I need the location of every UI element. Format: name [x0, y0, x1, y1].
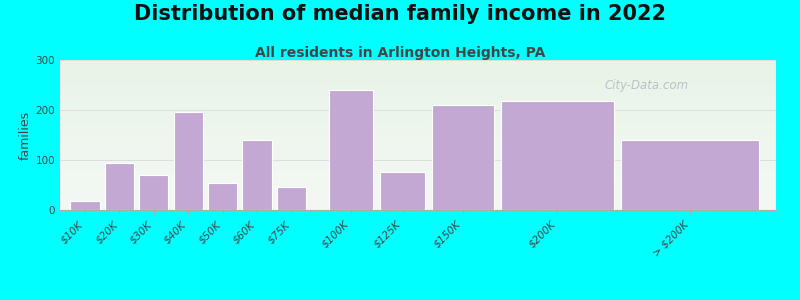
- Bar: [621, 140, 758, 210]
- Y-axis label: families: families: [18, 110, 31, 160]
- Bar: [105, 163, 134, 210]
- Bar: [242, 140, 272, 210]
- Text: All residents in Arlington Heights, PA: All residents in Arlington Heights, PA: [255, 46, 545, 61]
- Text: Distribution of median family income in 2022: Distribution of median family income in …: [134, 4, 666, 25]
- Bar: [70, 201, 99, 210]
- Bar: [139, 175, 169, 210]
- Bar: [277, 187, 306, 210]
- Text: City-Data.com: City-Data.com: [604, 79, 688, 92]
- Bar: [208, 182, 238, 210]
- Bar: [501, 101, 614, 210]
- Bar: [174, 112, 203, 210]
- Bar: [329, 90, 374, 210]
- Bar: [432, 105, 494, 210]
- Bar: [380, 172, 425, 210]
